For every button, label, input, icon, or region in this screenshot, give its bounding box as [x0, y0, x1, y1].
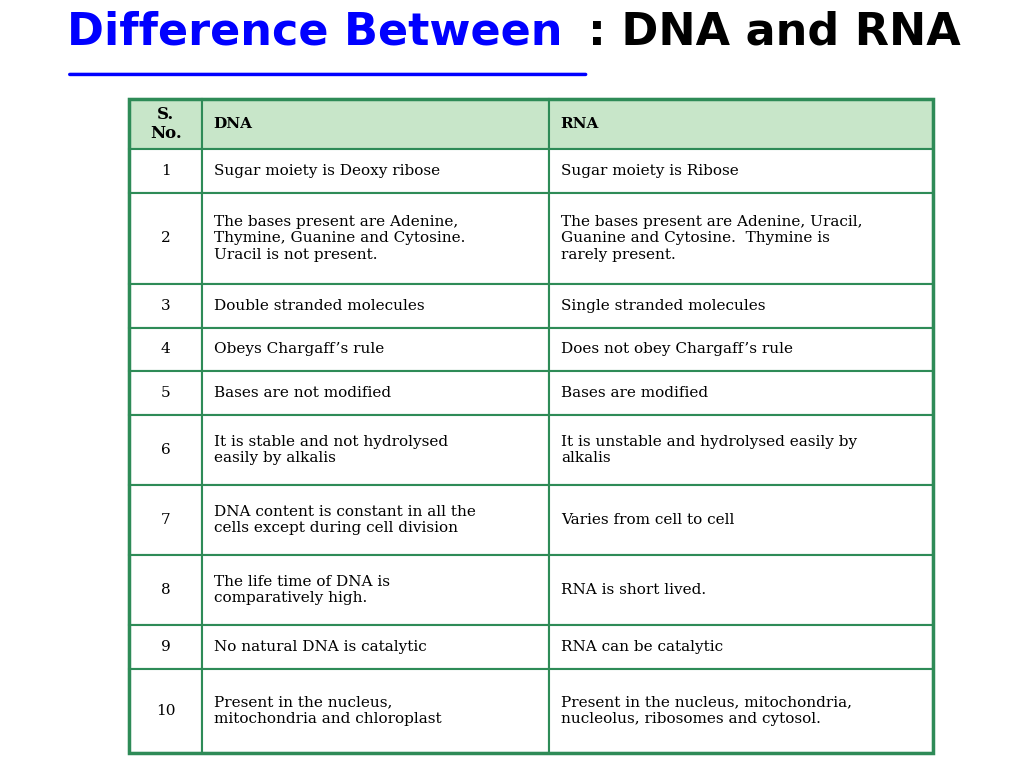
Text: 10: 10 [156, 703, 175, 717]
Text: Sugar moiety is Deoxy ribose: Sugar moiety is Deoxy ribose [214, 164, 440, 178]
FancyBboxPatch shape [202, 415, 549, 485]
FancyBboxPatch shape [129, 327, 202, 371]
Text: 5: 5 [161, 386, 171, 400]
Text: Single stranded molecules: Single stranded molecules [561, 299, 765, 313]
Text: DNA: DNA [214, 117, 253, 131]
Text: Varies from cell to cell: Varies from cell to cell [561, 513, 734, 527]
FancyBboxPatch shape [129, 625, 202, 669]
Text: 7: 7 [161, 513, 171, 527]
Text: 3: 3 [161, 299, 171, 313]
FancyBboxPatch shape [202, 625, 549, 669]
Text: RNA is short lived.: RNA is short lived. [561, 583, 706, 597]
Text: It is unstable and hydrolysed easily by
alkalis: It is unstable and hydrolysed easily by … [561, 435, 857, 465]
FancyBboxPatch shape [129, 485, 202, 555]
Text: Sugar moiety is Ribose: Sugar moiety is Ribose [561, 164, 738, 178]
Text: The life time of DNA is
comparatively high.: The life time of DNA is comparatively hi… [214, 575, 390, 605]
Text: Difference Between: Difference Between [67, 10, 562, 53]
FancyBboxPatch shape [549, 99, 933, 149]
FancyBboxPatch shape [549, 327, 933, 371]
FancyBboxPatch shape [549, 625, 933, 669]
FancyBboxPatch shape [129, 149, 202, 193]
Text: The bases present are Adenine,
Thymine, Guanine and Cytosine.
Uracil is not pres: The bases present are Adenine, Thymine, … [214, 215, 465, 262]
FancyBboxPatch shape [202, 555, 549, 625]
Text: Present in the nucleus, mitochondria,
nucleolus, ribosomes and cytosol.: Present in the nucleus, mitochondria, nu… [561, 696, 852, 726]
FancyBboxPatch shape [549, 193, 933, 284]
FancyBboxPatch shape [202, 99, 549, 149]
Text: DNA content is constant in all the
cells except during cell division: DNA content is constant in all the cells… [214, 505, 475, 535]
FancyBboxPatch shape [549, 669, 933, 753]
FancyBboxPatch shape [129, 371, 202, 415]
Text: S.
No.: S. No. [150, 106, 181, 142]
Text: 1: 1 [161, 164, 171, 178]
FancyBboxPatch shape [129, 415, 202, 485]
FancyBboxPatch shape [549, 284, 933, 327]
Text: Bases are modified: Bases are modified [561, 386, 708, 400]
Text: Present in the nucleus,
mitochondria and chloroplast: Present in the nucleus, mitochondria and… [214, 696, 441, 726]
Text: Bases are not modified: Bases are not modified [214, 386, 391, 400]
Text: It is stable and not hydrolysed
easily by alkalis: It is stable and not hydrolysed easily b… [214, 435, 447, 465]
FancyBboxPatch shape [549, 149, 933, 193]
FancyBboxPatch shape [202, 327, 549, 371]
FancyBboxPatch shape [202, 669, 549, 753]
FancyBboxPatch shape [202, 149, 549, 193]
FancyBboxPatch shape [549, 555, 933, 625]
Text: 9: 9 [161, 640, 171, 654]
Text: Double stranded molecules: Double stranded molecules [214, 299, 424, 313]
Text: 4: 4 [161, 343, 171, 356]
FancyBboxPatch shape [549, 371, 933, 415]
FancyBboxPatch shape [129, 193, 202, 284]
Text: 6: 6 [161, 442, 171, 457]
FancyBboxPatch shape [129, 99, 202, 149]
Text: 2: 2 [161, 231, 171, 246]
Text: Does not obey Chargaff’s rule: Does not obey Chargaff’s rule [561, 343, 793, 356]
FancyBboxPatch shape [129, 284, 202, 327]
FancyBboxPatch shape [202, 284, 549, 327]
Text: The bases present are Adenine, Uracil,
Guanine and Cytosine.  Thymine is
rarely : The bases present are Adenine, Uracil, G… [561, 215, 862, 262]
FancyBboxPatch shape [549, 485, 933, 555]
Text: Obeys Chargaff’s rule: Obeys Chargaff’s rule [214, 343, 384, 356]
FancyBboxPatch shape [202, 193, 549, 284]
FancyBboxPatch shape [202, 371, 549, 415]
Text: No natural DNA is catalytic: No natural DNA is catalytic [214, 640, 426, 654]
FancyBboxPatch shape [129, 669, 202, 753]
Text: RNA can be catalytic: RNA can be catalytic [561, 640, 723, 654]
FancyBboxPatch shape [549, 415, 933, 485]
Text: : DNA and RNA: : DNA and RNA [589, 10, 962, 53]
Text: RNA: RNA [561, 117, 599, 131]
FancyBboxPatch shape [129, 555, 202, 625]
Text: 8: 8 [161, 583, 171, 597]
FancyBboxPatch shape [202, 485, 549, 555]
